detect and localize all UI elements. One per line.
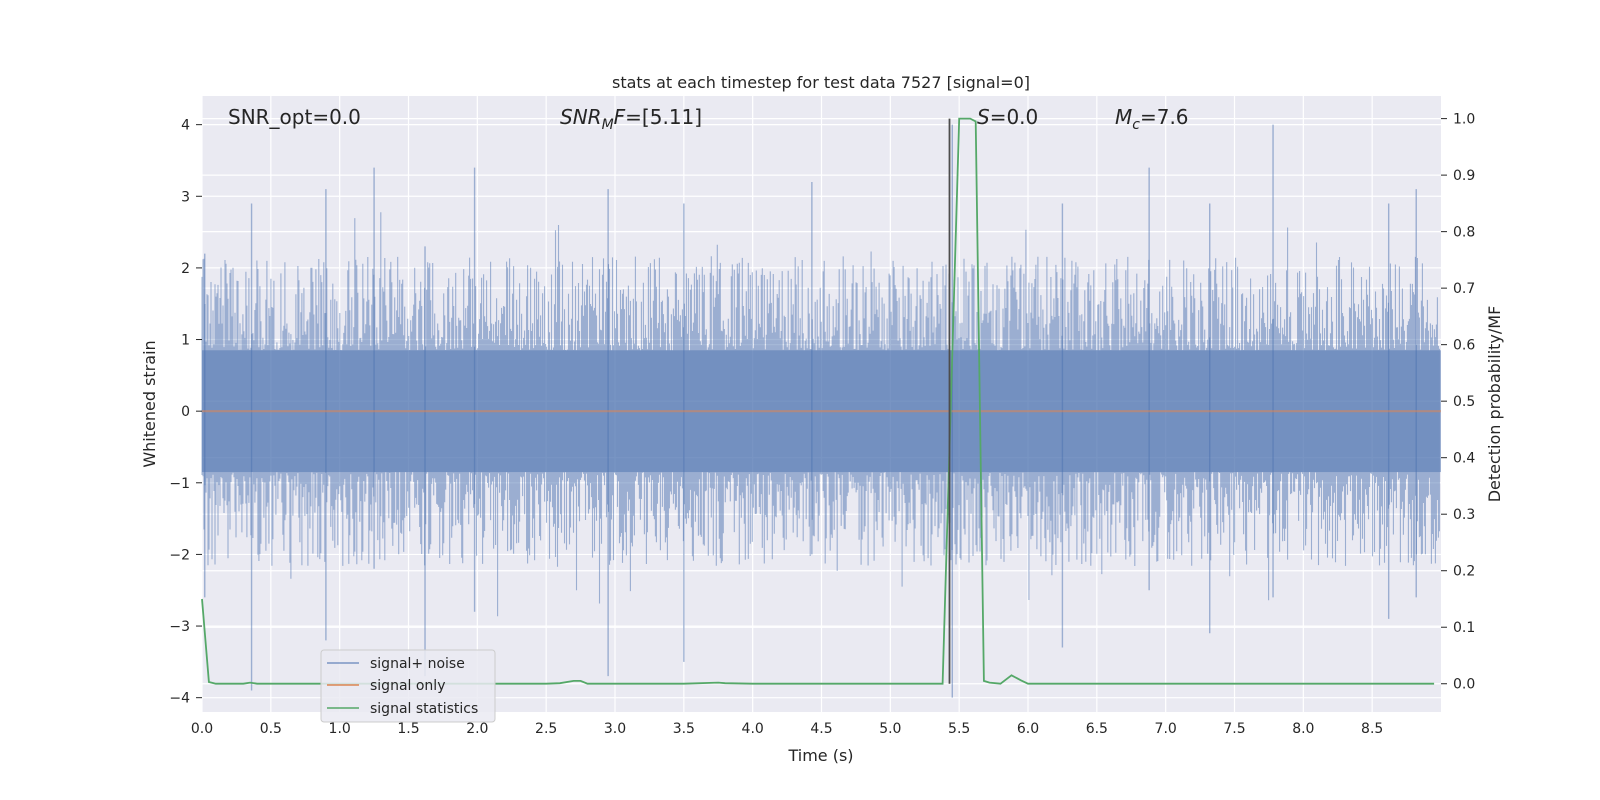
- y-right-tick-label: 0.2: [1453, 564, 1475, 580]
- y-tick-label: 4: [181, 118, 190, 134]
- x-tick-label: 7.0: [1155, 721, 1177, 737]
- y-right-tick-label: 0.1: [1453, 620, 1475, 636]
- y-right-tick-label: 0.9: [1453, 168, 1475, 184]
- mc-sub: c: [1132, 117, 1140, 133]
- snr-mf-tail: F: [614, 105, 626, 129]
- x-tick-label: 1.5: [397, 721, 419, 737]
- legend-label-signal-statistics: signal statistics: [370, 701, 478, 717]
- series-lines: [201, 117, 1441, 685]
- annotation-s: S=0.0: [977, 105, 1038, 129]
- y-tick-label: 2: [181, 261, 190, 277]
- y-tick-label: −1: [169, 476, 190, 492]
- y-right-tick-label: 0.3: [1453, 507, 1475, 523]
- y-tick-label: −4: [169, 691, 190, 707]
- y-right-tick-label: 0.4: [1453, 451, 1475, 467]
- x-tick-label: 4.0: [742, 721, 764, 737]
- y-tick-label: 0: [181, 404, 190, 420]
- snr-mf-value: =[5.11]: [625, 105, 702, 129]
- legend-label-signal-only: signal only: [370, 678, 445, 694]
- x-tick-label: 5.0: [879, 721, 901, 737]
- s-value: =0.0: [990, 105, 1039, 129]
- x-tick-label: 2.0: [466, 721, 488, 737]
- x-tick-label: 3.0: [604, 721, 626, 737]
- mc-value: =7.6: [1140, 105, 1189, 129]
- y-tick-label: −3: [169, 619, 190, 635]
- x-tick-label: 8.0: [1292, 721, 1314, 737]
- y-right-tick-label: 0.5: [1453, 394, 1475, 410]
- y-tick-label: −2: [169, 547, 190, 563]
- y-right-tick-label: 0.0: [1453, 677, 1475, 693]
- snr-mf-main: SNR: [560, 105, 602, 129]
- annotation-snr-opt: SNR_opt=0.0: [228, 105, 361, 129]
- y-tick-label: 3: [181, 189, 190, 205]
- y-axis-right-ticks: 0.0 0.1 0.2 0.3 0.4 0.5 0.6 0.7 0.8 0.9 1.0: [1441, 112, 1475, 693]
- s-label: S: [977, 105, 990, 129]
- x-axis-ticks: 0.0 0.5 1.0 1.5 2.0 2.5 3.0 3.5 4.0 4.5 5.0 5.5 6.0 6…: [191, 721, 1383, 737]
- x-tick-label: 8.5: [1361, 721, 1383, 737]
- legend: signal+ noise signal only signal statist…: [320, 649, 496, 723]
- y-right-tick-label: 1.0: [1453, 112, 1475, 128]
- x-tick-label: 0.0: [191, 721, 213, 737]
- x-tick-label: 5.5: [948, 721, 970, 737]
- x-tick-label: 0.5: [260, 721, 282, 737]
- series-signal-statistics: [201, 117, 1435, 685]
- x-tick-label: 1.0: [329, 721, 351, 737]
- x-tick-label: 3.5: [673, 721, 695, 737]
- y-tick-label: 1: [181, 333, 190, 349]
- y-right-tick-label: 0.6: [1453, 338, 1475, 354]
- mc-main: M: [1115, 105, 1132, 129]
- annotation-snr-mf: SNRMF=[5.11]: [560, 105, 702, 133]
- legend-box: [320, 649, 496, 723]
- chart-title: stats at each timestep for test data 752…: [612, 73, 1030, 92]
- x-tick-label: 7.5: [1223, 721, 1245, 737]
- x-tick-label: 6.5: [1086, 721, 1108, 737]
- x-tick-label: 2.5: [535, 721, 557, 737]
- annotation-mc: Mc=7.6: [1115, 105, 1189, 133]
- x-tick-label: 4.5: [810, 721, 832, 737]
- x-tick-label: 6.0: [1017, 721, 1039, 737]
- y-axis-ticks: −4 −3 −2 −1 0 1 2 3 4: [169, 118, 202, 707]
- y-right-tick-label: 0.7: [1453, 281, 1475, 297]
- y-axis-right-label: Detection probability/MF: [1485, 306, 1504, 503]
- legend-label-signal-noise: signal+ noise: [370, 656, 465, 672]
- x-axis-label: Time (s): [787, 746, 853, 765]
- y-axis-label: Whitened strain: [140, 340, 159, 467]
- y-right-tick-label: 0.8: [1453, 225, 1475, 241]
- snr-mf-sub: M: [602, 117, 614, 133]
